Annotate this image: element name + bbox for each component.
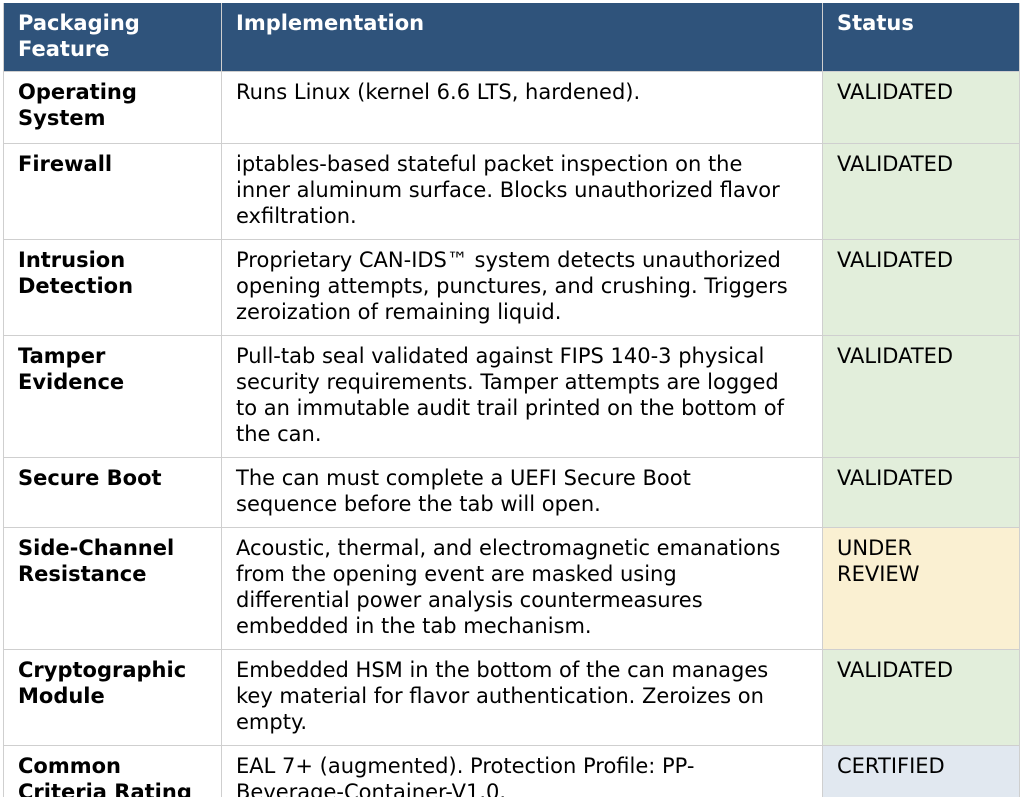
status-cell: VALIDATED	[822, 239, 1020, 336]
table-row: Common Criteria Rating EAL 7+ (augmented…	[3, 745, 1020, 797]
table-row: Intrusion Detection Proprietary CAN-IDS™…	[3, 239, 1020, 336]
feature-cell: Firewall	[3, 143, 222, 240]
feature-cell: Operating System	[3, 71, 222, 144]
status-cell: VALIDATED	[822, 649, 1020, 746]
table-row: Side-Channel Resistance Acoustic, therma…	[3, 527, 1020, 650]
implementation-cell: The can must complete a UEFI Secure Boot…	[221, 457, 823, 528]
feature-cell: Side-Channel Resistance	[3, 527, 222, 650]
status-cell: UNDER REVIEW	[822, 527, 1020, 650]
implementation-cell: Pull-tab seal validated against FIPS 140…	[221, 335, 823, 458]
implementation-cell: Embedded HSM in the bottom of the can ma…	[221, 649, 823, 746]
table-row: Secure Boot The can must complete a UEFI…	[3, 457, 1020, 528]
implementation-cell: iptables-based stateful packet inspectio…	[221, 143, 823, 240]
column-header-packaging-feature: Packaging Feature	[3, 3, 222, 72]
feature-cell: Tamper Evidence	[3, 335, 222, 458]
feature-cell: Secure Boot	[3, 457, 222, 528]
implementation-cell: EAL 7+ (augmented). Protection Profile: …	[221, 745, 823, 797]
status-cell: VALIDATED	[822, 71, 1020, 144]
status-cell: CERTIFIED	[822, 745, 1020, 797]
feature-cell: Cryptographic Module	[3, 649, 222, 746]
column-header-implementation: Implementation	[221, 3, 823, 72]
implementation-cell: Runs Linux (kernel 6.6 LTS, hardened).	[221, 71, 823, 144]
feature-cell: Common Criteria Rating	[3, 745, 222, 797]
table-header-row: Packaging Feature Implementation Status	[3, 3, 1020, 72]
status-cell: VALIDATED	[822, 457, 1020, 528]
table-row: Tamper Evidence Pull-tab seal validated …	[3, 335, 1020, 458]
packaging-security-table: Packaging Feature Implementation Status …	[3, 3, 1020, 797]
implementation-cell: Acoustic, thermal, and electromagnetic e…	[221, 527, 823, 650]
table-row: Operating System Runs Linux (kernel 6.6 …	[3, 71, 1020, 144]
status-cell: VALIDATED	[822, 143, 1020, 240]
implementation-cell: Proprietary CAN-IDS™ system detects unau…	[221, 239, 823, 336]
table-row: Firewall iptables-based stateful packet …	[3, 143, 1020, 240]
status-cell: VALIDATED	[822, 335, 1020, 458]
column-header-status: Status	[822, 3, 1020, 72]
table-row: Cryptographic Module Embedded HSM in the…	[3, 649, 1020, 746]
feature-cell: Intrusion Detection	[3, 239, 222, 336]
